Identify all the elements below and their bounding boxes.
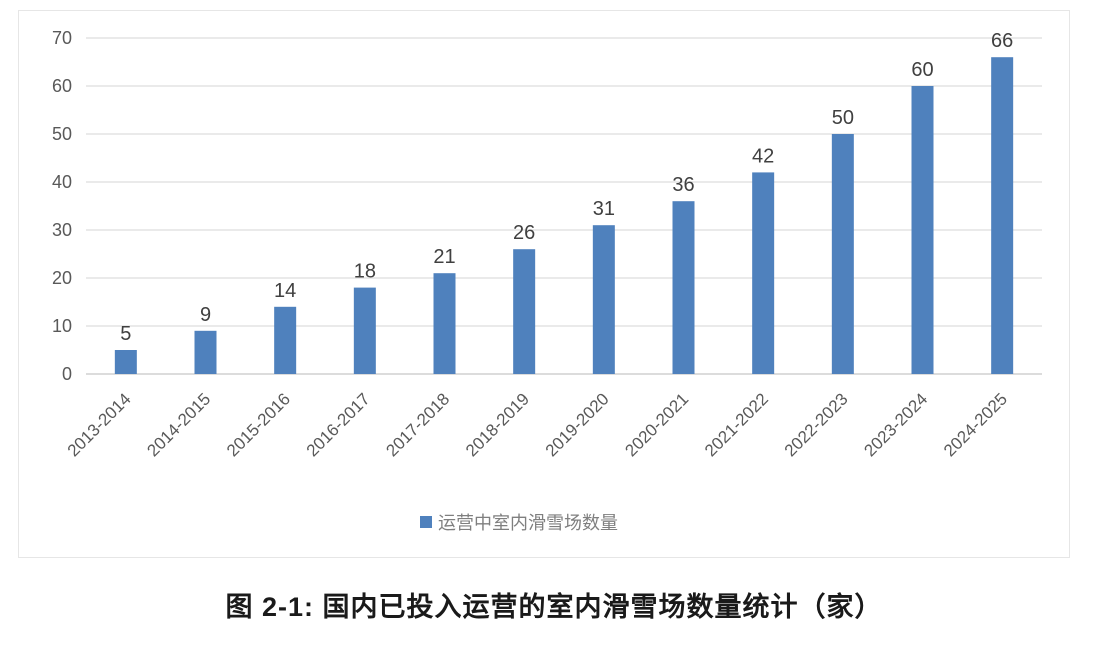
bar — [672, 201, 695, 374]
y-tick-label: 10 — [52, 316, 72, 336]
x-tick-label: 2018-2019 — [462, 389, 533, 460]
data-label: 31 — [593, 198, 615, 220]
bar — [592, 225, 615, 374]
x-tick-label: 2022-2023 — [781, 389, 852, 460]
bar — [911, 86, 934, 374]
x-tick-label: 2013-2014 — [64, 389, 135, 460]
y-tick-label: 70 — [52, 28, 72, 48]
bar-chart: 0 10 20 30 40 50 60 70 5 9 14 18 21 26 31 36 42 50 60 66 2… — [52, 28, 1042, 533]
data-label: 66 — [991, 30, 1013, 52]
y-axis-ticks: 0 10 20 30 40 50 60 70 — [52, 28, 72, 384]
x-tick-label: 2017-2018 — [382, 389, 453, 460]
bar — [194, 330, 217, 374]
y-tick-label: 0 — [62, 364, 72, 384]
data-label: 21 — [433, 246, 455, 268]
legend: 运营中室内滑雪场数量 — [420, 513, 618, 533]
data-label: 5 — [120, 323, 131, 345]
y-tick-label: 20 — [52, 268, 72, 288]
x-tick-label: 2015-2016 — [223, 389, 294, 460]
data-label: 42 — [752, 145, 774, 167]
y-tick-label: 50 — [52, 124, 72, 144]
bar — [513, 249, 536, 374]
bars — [114, 57, 1014, 374]
x-tick-label: 2024-2025 — [940, 389, 1011, 460]
data-label: 60 — [911, 59, 933, 81]
data-label: 14 — [274, 280, 296, 302]
bar — [114, 350, 137, 374]
x-axis-ticks: 2013-2014 2014-2015 2015-2016 2016-2017 2017… — [64, 389, 1011, 460]
x-tick-label: 2014-2015 — [143, 389, 214, 460]
chart-frame — [18, 10, 1070, 558]
x-tick-label: 2016-2017 — [303, 389, 374, 460]
x-tick-label: 2020-2021 — [621, 389, 692, 460]
gridlines — [86, 37, 1042, 375]
legend-label: 运营中室内滑雪场数量 — [438, 513, 618, 533]
x-tick-label: 2019-2020 — [542, 389, 613, 460]
bar — [831, 134, 854, 374]
data-label: 9 — [200, 304, 211, 326]
x-tick-label: 2021-2022 — [701, 389, 772, 460]
data-label: 36 — [672, 174, 694, 196]
bar — [991, 57, 1014, 374]
bar — [353, 287, 376, 374]
bar — [752, 172, 775, 374]
y-tick-label: 40 — [52, 172, 72, 192]
x-tick-label: 2023-2024 — [860, 389, 931, 460]
data-label: 26 — [513, 222, 535, 244]
bar — [433, 273, 456, 374]
y-tick-label: 30 — [52, 220, 72, 240]
data-label: 18 — [354, 261, 376, 283]
legend-swatch-icon — [420, 516, 432, 528]
bar — [274, 306, 297, 374]
y-tick-label: 60 — [52, 76, 72, 96]
data-label: 50 — [832, 107, 854, 129]
data-labels: 5 9 14 18 21 26 31 36 42 50 60 66 — [120, 30, 1013, 345]
figure-caption: 图 2-1: 国内已投入运营的室内滑雪场数量统计（家） — [225, 592, 883, 622]
